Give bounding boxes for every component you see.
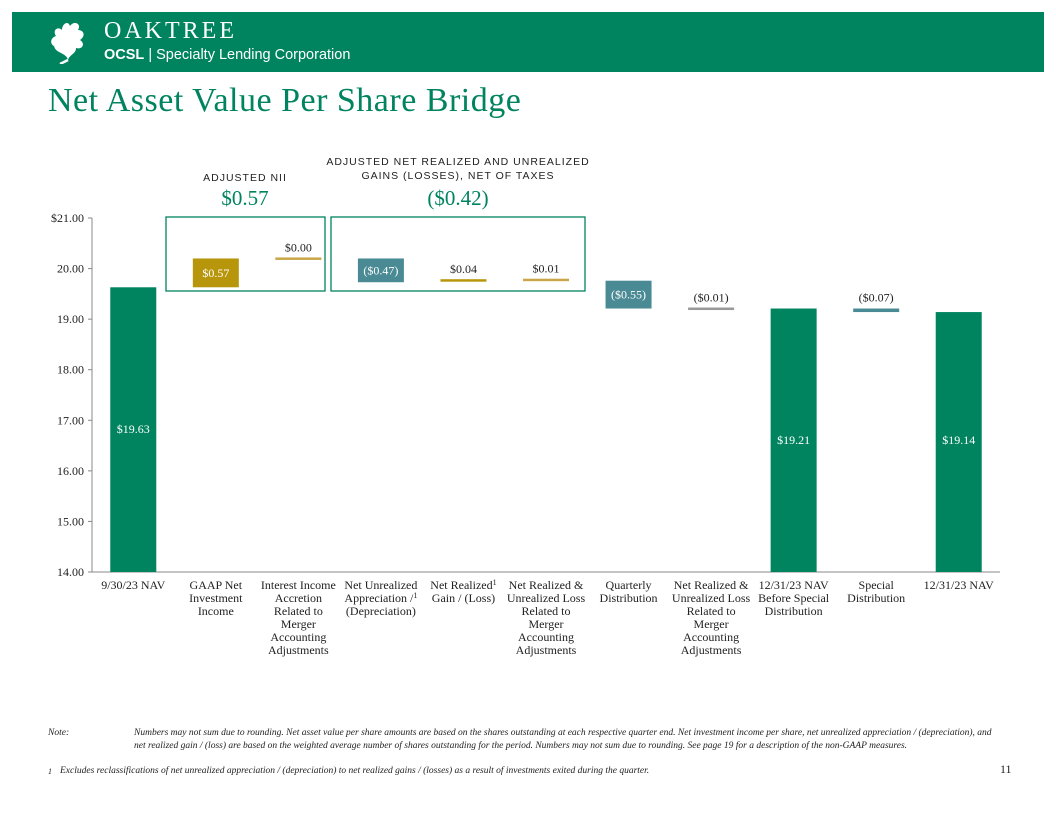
bar bbox=[770, 308, 817, 572]
note: Note: Numbers may not sum due to roundin… bbox=[48, 727, 992, 751]
group-box-adjusted-nii bbox=[165, 216, 326, 292]
bar bbox=[523, 278, 569, 282]
category-label: Related to bbox=[687, 604, 736, 618]
group-label-line: GAINS (LOSSES), NET OF TAXES bbox=[361, 170, 555, 182]
brand-subtitle: OCSL | Specialty Lending Corporation bbox=[104, 46, 350, 64]
category-label: Special bbox=[859, 578, 895, 592]
category-label: Net Unrealized bbox=[344, 578, 417, 592]
category-label: Net Realized & bbox=[509, 578, 584, 592]
note-label: Note: bbox=[48, 728, 70, 738]
nav-bridge-chart: $21.00 20.00 19.00 18.00 17.00 16.00 15.00 14.0… bbox=[51, 211, 1000, 657]
category-label: Quarterly bbox=[606, 578, 652, 592]
bar bbox=[688, 307, 735, 311]
group-box-adjusted-gains bbox=[330, 216, 586, 292]
category-label: Unrealized Loss bbox=[507, 591, 586, 605]
bar bbox=[192, 258, 239, 288]
footnote: 1 Excludes reclassifications of net unre… bbox=[48, 765, 649, 783]
data-label: $0.00 bbox=[285, 240, 312, 254]
data-label: $19.63 bbox=[117, 422, 150, 436]
category-label: Merger bbox=[528, 617, 563, 631]
group-label-adjusted-gains: ADJUSTED NET REALIZED AND UNREALIZED GAI… bbox=[310, 155, 606, 183]
category-label: Distribution bbox=[847, 591, 905, 605]
y-tick-label: 20.00 bbox=[57, 262, 84, 276]
category-label: Accretion bbox=[275, 591, 322, 605]
y-tick-label: 15.00 bbox=[57, 514, 84, 528]
data-label: $19.21 bbox=[777, 433, 810, 447]
data-label: ($0.55) bbox=[611, 288, 646, 302]
bar bbox=[605, 280, 652, 309]
category-label: Net Realized & bbox=[674, 578, 749, 592]
data-label: $19.14 bbox=[942, 433, 975, 447]
category-label: Related to bbox=[274, 604, 323, 618]
y-tick-label: 17.00 bbox=[57, 413, 84, 427]
separator: | bbox=[148, 47, 153, 63]
category-label: Accounting bbox=[683, 630, 739, 644]
category-label: Adjustments bbox=[681, 643, 742, 657]
category-label: 9/30/23 NAV bbox=[101, 578, 165, 592]
category-label: Distribution bbox=[765, 604, 823, 618]
header-bar: OAKTREE OCSL | Specialty Lending Corpora… bbox=[12, 12, 1044, 72]
ticker: OCSL bbox=[104, 47, 145, 63]
group-total-adjusted-nii: $0.57 bbox=[221, 186, 269, 210]
category-label: Distribution bbox=[600, 591, 658, 605]
y-tick-label: 18.00 bbox=[57, 363, 84, 377]
data-label: $0.57 bbox=[202, 266, 229, 280]
category-label: 12/31/23 NAV bbox=[759, 578, 829, 592]
brand-name: OAKTREE bbox=[104, 18, 237, 44]
category-label: Income bbox=[198, 604, 234, 618]
company-name: Specialty Lending Corporation bbox=[156, 47, 351, 63]
group-label-adjusted-nii: ADJUSTED NII bbox=[165, 171, 325, 185]
footnote-text: Excludes reclassifications of net unreal… bbox=[60, 766, 650, 776]
data-label: $0.04 bbox=[450, 262, 477, 276]
page-number: 11 bbox=[1000, 762, 1012, 776]
bar bbox=[110, 287, 157, 572]
category-label: Net Realized1 bbox=[430, 578, 496, 592]
group-label-line: ADJUSTED NET REALIZED AND UNREALIZED bbox=[326, 156, 590, 168]
oak-leaf-icon bbox=[51, 23, 84, 64]
category-label: Appreciation /1 bbox=[344, 591, 417, 605]
y-tick-label: 16.00 bbox=[57, 464, 84, 478]
category-label: (Depreciation) bbox=[346, 604, 416, 618]
data-label: ($0.07) bbox=[859, 291, 894, 305]
data-label: ($0.47) bbox=[363, 263, 398, 277]
group-total-adjusted-gains: ($0.42) bbox=[427, 186, 489, 210]
data-label: $0.01 bbox=[533, 262, 560, 276]
bar bbox=[357, 258, 404, 283]
category-label: 12/31/23 NAV bbox=[924, 578, 994, 592]
y-tick-label: $21.00 bbox=[51, 211, 84, 225]
category-label: Adjustments bbox=[516, 643, 577, 657]
y-tick-label: 14.00 bbox=[57, 565, 84, 579]
bar bbox=[275, 257, 322, 260]
category-label: Accounting bbox=[270, 630, 326, 644]
category-label: Before Special bbox=[758, 591, 830, 605]
y-tick-label: 19.00 bbox=[57, 312, 84, 326]
group-label-line: ADJUSTED NII bbox=[203, 172, 287, 184]
category-label: Gain / (Loss) bbox=[432, 591, 495, 605]
bar bbox=[853, 308, 900, 313]
category-label: Adjustments bbox=[268, 643, 329, 657]
note-text: Numbers may not sum due to rounding. Net… bbox=[134, 728, 992, 751]
category-label: Investment bbox=[189, 591, 243, 605]
category-label: Accounting bbox=[518, 630, 574, 644]
footnote-mark: 1 bbox=[48, 767, 52, 776]
bar bbox=[440, 279, 487, 282]
data-label: ($0.01) bbox=[694, 291, 729, 305]
category-label: Merger bbox=[694, 617, 729, 631]
page-title: Net Asset Value Per Share Bridge bbox=[48, 82, 522, 119]
category-label: Interest Income bbox=[261, 578, 336, 592]
category-label: GAAP Net bbox=[190, 578, 243, 592]
category-label: Merger bbox=[281, 617, 316, 631]
category-label: Related to bbox=[522, 604, 571, 618]
bar bbox=[935, 312, 982, 572]
category-label: Unrealized Loss bbox=[672, 591, 751, 605]
